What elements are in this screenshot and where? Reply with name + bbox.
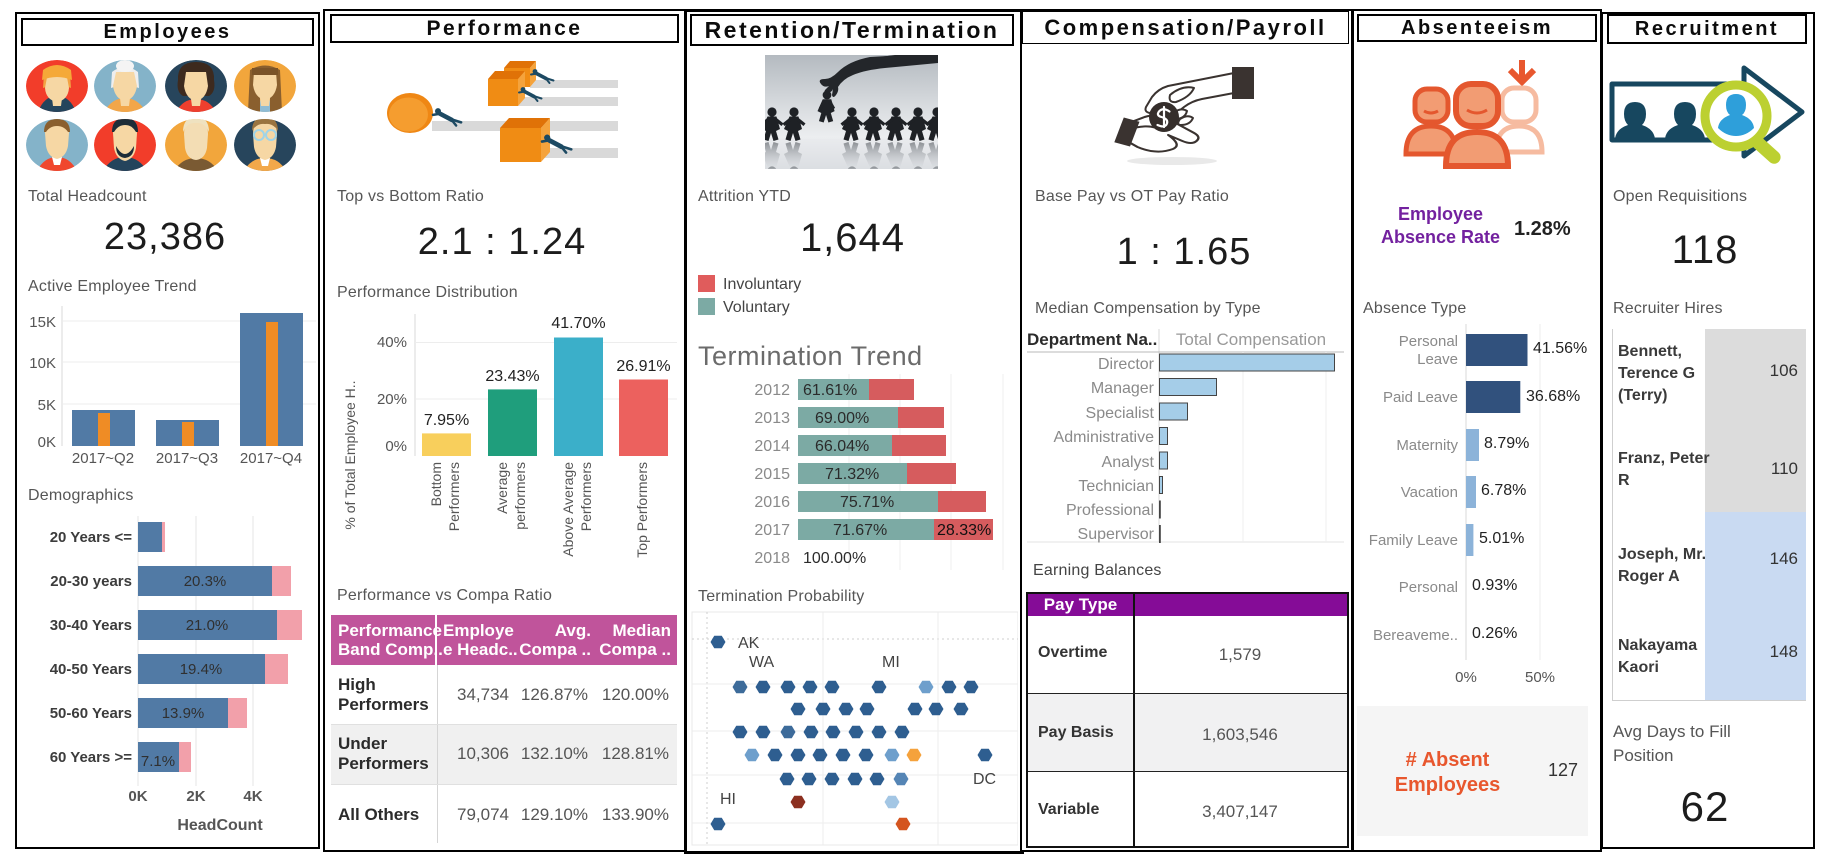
svg-text:30-40 Years: 30-40 Years: [50, 617, 132, 634]
svg-text:28.33%: 28.33%: [937, 522, 991, 539]
svg-text:Family Leave: Family Leave: [1369, 532, 1458, 549]
svg-text:2017~Q3: 2017~Q3: [156, 450, 218, 467]
svg-text:Administrative: Administrative: [1054, 429, 1155, 446]
svg-text:HeadCount: HeadCount: [177, 817, 263, 834]
svg-text:0K: 0K: [38, 434, 56, 451]
svg-text:Above Average: Above Average: [560, 462, 576, 557]
svg-text:61.61%: 61.61%: [803, 382, 857, 399]
svg-text:41.70%: 41.70%: [551, 315, 605, 332]
svg-text:% of Total Employee H..: % of Total Employee H..: [342, 380, 358, 529]
svg-text:2015: 2015: [754, 466, 790, 483]
svg-text:36.68%: 36.68%: [1526, 388, 1580, 405]
svg-text:0K: 0K: [128, 788, 147, 805]
svg-text:21.0%: 21.0%: [186, 617, 229, 634]
svg-text:Department Na..: Department Na..: [1027, 330, 1157, 349]
svg-text:20 Years <=: 20 Years <=: [50, 529, 133, 546]
svg-text:20%: 20%: [377, 391, 407, 408]
svg-text:WA: WA: [749, 654, 775, 671]
svg-text:20-30 years: 20-30 years: [50, 573, 132, 590]
svg-text:Analyst: Analyst: [1102, 454, 1155, 471]
svg-text:2016: 2016: [754, 494, 790, 511]
svg-text:Manager: Manager: [1091, 380, 1155, 397]
svg-text:Personal: Personal: [1399, 333, 1458, 350]
svg-text:AK: AK: [738, 635, 760, 652]
svg-text:66.04%: 66.04%: [815, 438, 869, 455]
svg-text:40-50 Years: 40-50 Years: [50, 661, 132, 678]
svg-text:Vacation: Vacation: [1401, 484, 1458, 501]
svg-text:2014: 2014: [754, 438, 790, 455]
svg-text:50%: 50%: [1525, 669, 1555, 686]
svg-text:0.93%: 0.93%: [1472, 577, 1517, 594]
svg-text:performers: performers: [512, 462, 528, 530]
svg-text:8.79%: 8.79%: [1484, 435, 1529, 452]
svg-text:4K: 4K: [243, 788, 262, 805]
svg-text:Director: Director: [1098, 356, 1155, 373]
svg-text:DC: DC: [973, 771, 996, 788]
svg-text:Leave: Leave: [1417, 351, 1458, 368]
svg-text:2017~Q2: 2017~Q2: [72, 450, 134, 467]
svg-text:2K: 2K: [186, 788, 205, 805]
svg-text:2017: 2017: [754, 522, 790, 539]
svg-text:Paid Leave: Paid Leave: [1383, 389, 1458, 406]
svg-text:0%: 0%: [385, 438, 407, 455]
svg-text:69.00%: 69.00%: [815, 410, 869, 427]
svg-text:50-60 Years: 50-60 Years: [50, 705, 132, 722]
svg-text:19.4%: 19.4%: [180, 661, 223, 678]
svg-text:Top Performers: Top Performers: [634, 462, 650, 558]
svg-text:20.3%: 20.3%: [184, 573, 227, 590]
svg-text:2018: 2018: [754, 550, 790, 567]
svg-text:2013: 2013: [754, 410, 790, 427]
svg-text:Average: Average: [494, 462, 510, 514]
svg-text:5.01%: 5.01%: [1479, 530, 1524, 547]
svg-text:2017~Q4: 2017~Q4: [240, 450, 302, 467]
svg-text:7.1%: 7.1%: [141, 753, 175, 770]
svg-text:40%: 40%: [377, 334, 407, 351]
svg-text:100.00%: 100.00%: [803, 550, 866, 567]
svg-text:Personal: Personal: [1399, 579, 1458, 596]
svg-text:71.67%: 71.67%: [833, 522, 887, 539]
svg-text:HI: HI: [720, 791, 736, 808]
svg-text:7.95%: 7.95%: [424, 412, 469, 429]
svg-text:75.71%: 75.71%: [840, 494, 894, 511]
svg-text:MI: MI: [882, 654, 900, 671]
svg-text:Bereaveme..: Bereaveme..: [1373, 627, 1458, 644]
svg-text:Technician: Technician: [1078, 478, 1154, 495]
svg-text:Maternity: Maternity: [1396, 437, 1458, 454]
svg-text:Performers: Performers: [446, 462, 462, 531]
svg-text:Supervisor: Supervisor: [1078, 526, 1155, 543]
svg-text:71.32%: 71.32%: [825, 466, 879, 483]
svg-text:0%: 0%: [1455, 669, 1477, 686]
svg-text:Total Compensation: Total Compensation: [1176, 330, 1326, 349]
svg-text:0.26%: 0.26%: [1472, 625, 1517, 642]
svg-text:41.56%: 41.56%: [1533, 340, 1587, 357]
svg-text:26.91%: 26.91%: [616, 358, 670, 375]
svg-text:13.9%: 13.9%: [162, 705, 205, 722]
svg-text:Specialist: Specialist: [1086, 405, 1155, 422]
svg-text:Bottom: Bottom: [428, 462, 444, 506]
svg-text:Professional: Professional: [1066, 502, 1154, 519]
svg-text:10K: 10K: [29, 355, 56, 372]
svg-text:Performers: Performers: [578, 462, 594, 531]
svg-text:5K: 5K: [38, 397, 56, 414]
svg-text:23.43%: 23.43%: [485, 368, 539, 385]
svg-text:60 Years >=: 60 Years >=: [50, 749, 133, 766]
svg-text:2012: 2012: [754, 382, 790, 399]
svg-text:6.78%: 6.78%: [1481, 482, 1526, 499]
svg-text:15K: 15K: [29, 314, 56, 331]
